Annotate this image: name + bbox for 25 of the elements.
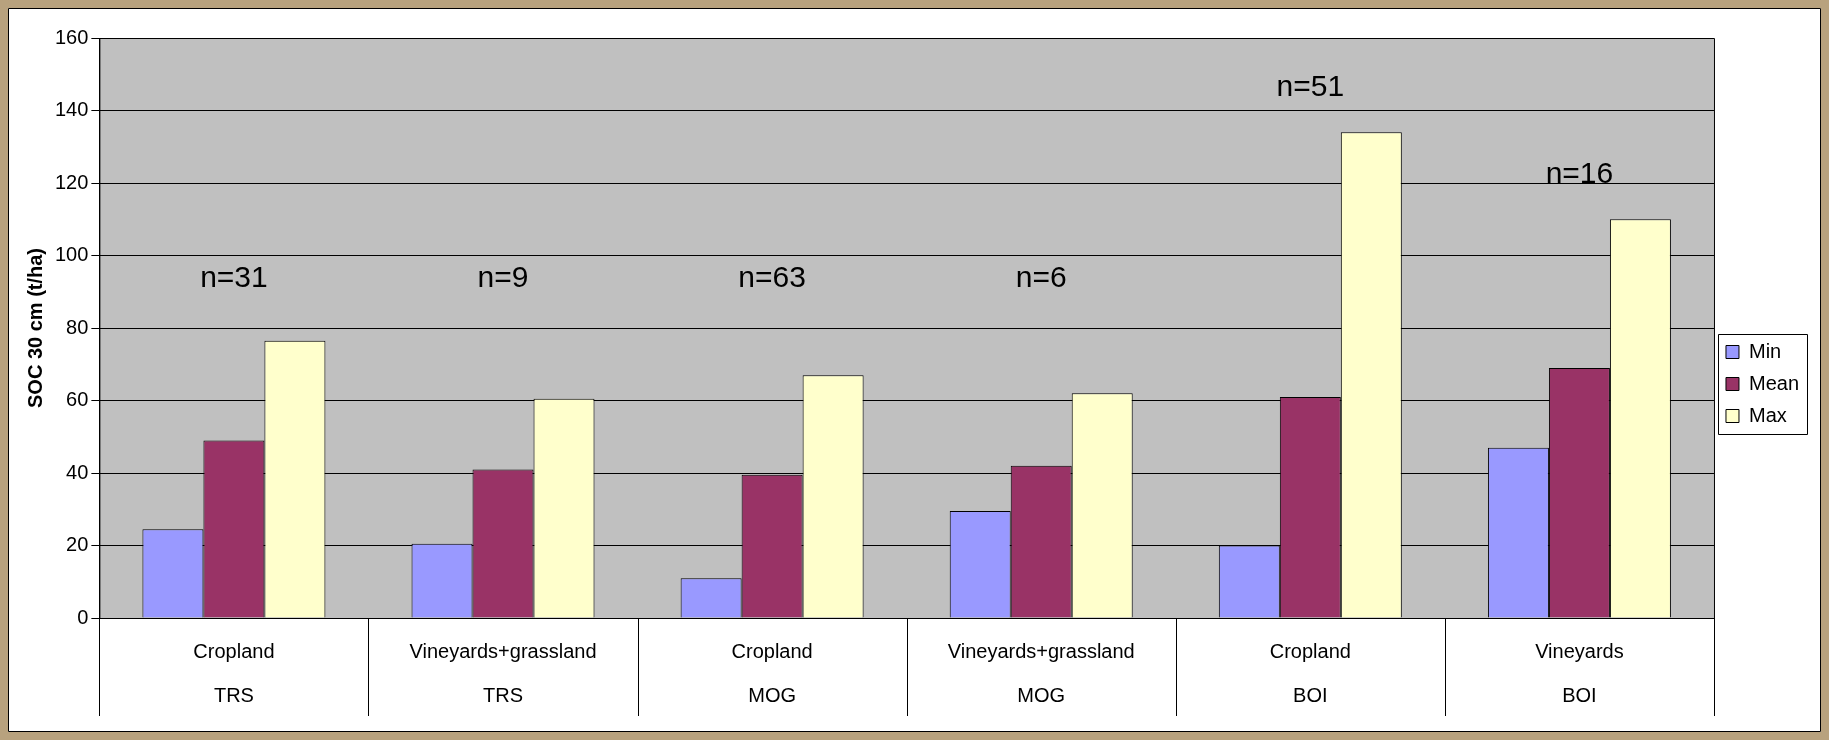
- x-tick-label: Vineyards BOI: [1535, 639, 1624, 706]
- y-tick-label: 20: [66, 533, 89, 556]
- y-tick-label: 0: [77, 605, 89, 628]
- y-tick-label: 160: [54, 25, 89, 48]
- y-tick-label: 80: [66, 315, 89, 338]
- y-tick-label: 40: [66, 460, 89, 483]
- annotation: n=51: [1276, 68, 1345, 102]
- annotation: n=6: [1015, 259, 1067, 293]
- y-tick-label: 100: [54, 243, 89, 266]
- legend-label: Max: [1748, 403, 1787, 426]
- annotation: n=63: [738, 259, 806, 293]
- annotation: n=16: [1545, 155, 1614, 189]
- x-tick-label: Cropland BOI: [1269, 639, 1351, 706]
- x-tick-label: Cropland MOG: [731, 639, 813, 706]
- x-tick-label: Vineyards+grassland MOG: [947, 639, 1135, 706]
- legend-label: Mean: [1748, 371, 1799, 394]
- legend-label: Min: [1748, 339, 1782, 362]
- annotation: n=9: [477, 259, 529, 293]
- x-tick-label: Cropland TRS: [193, 639, 275, 706]
- y-tick-label: 140: [54, 98, 89, 121]
- y-axis-title: SOC 30 cm (t/ha): [23, 247, 46, 409]
- x-tick-label: Vineyards+grassland TRS: [409, 639, 597, 706]
- y-tick-label: 60: [66, 388, 89, 411]
- annotation: n=31: [200, 259, 268, 293]
- y-tick-label: 120: [54, 170, 89, 193]
